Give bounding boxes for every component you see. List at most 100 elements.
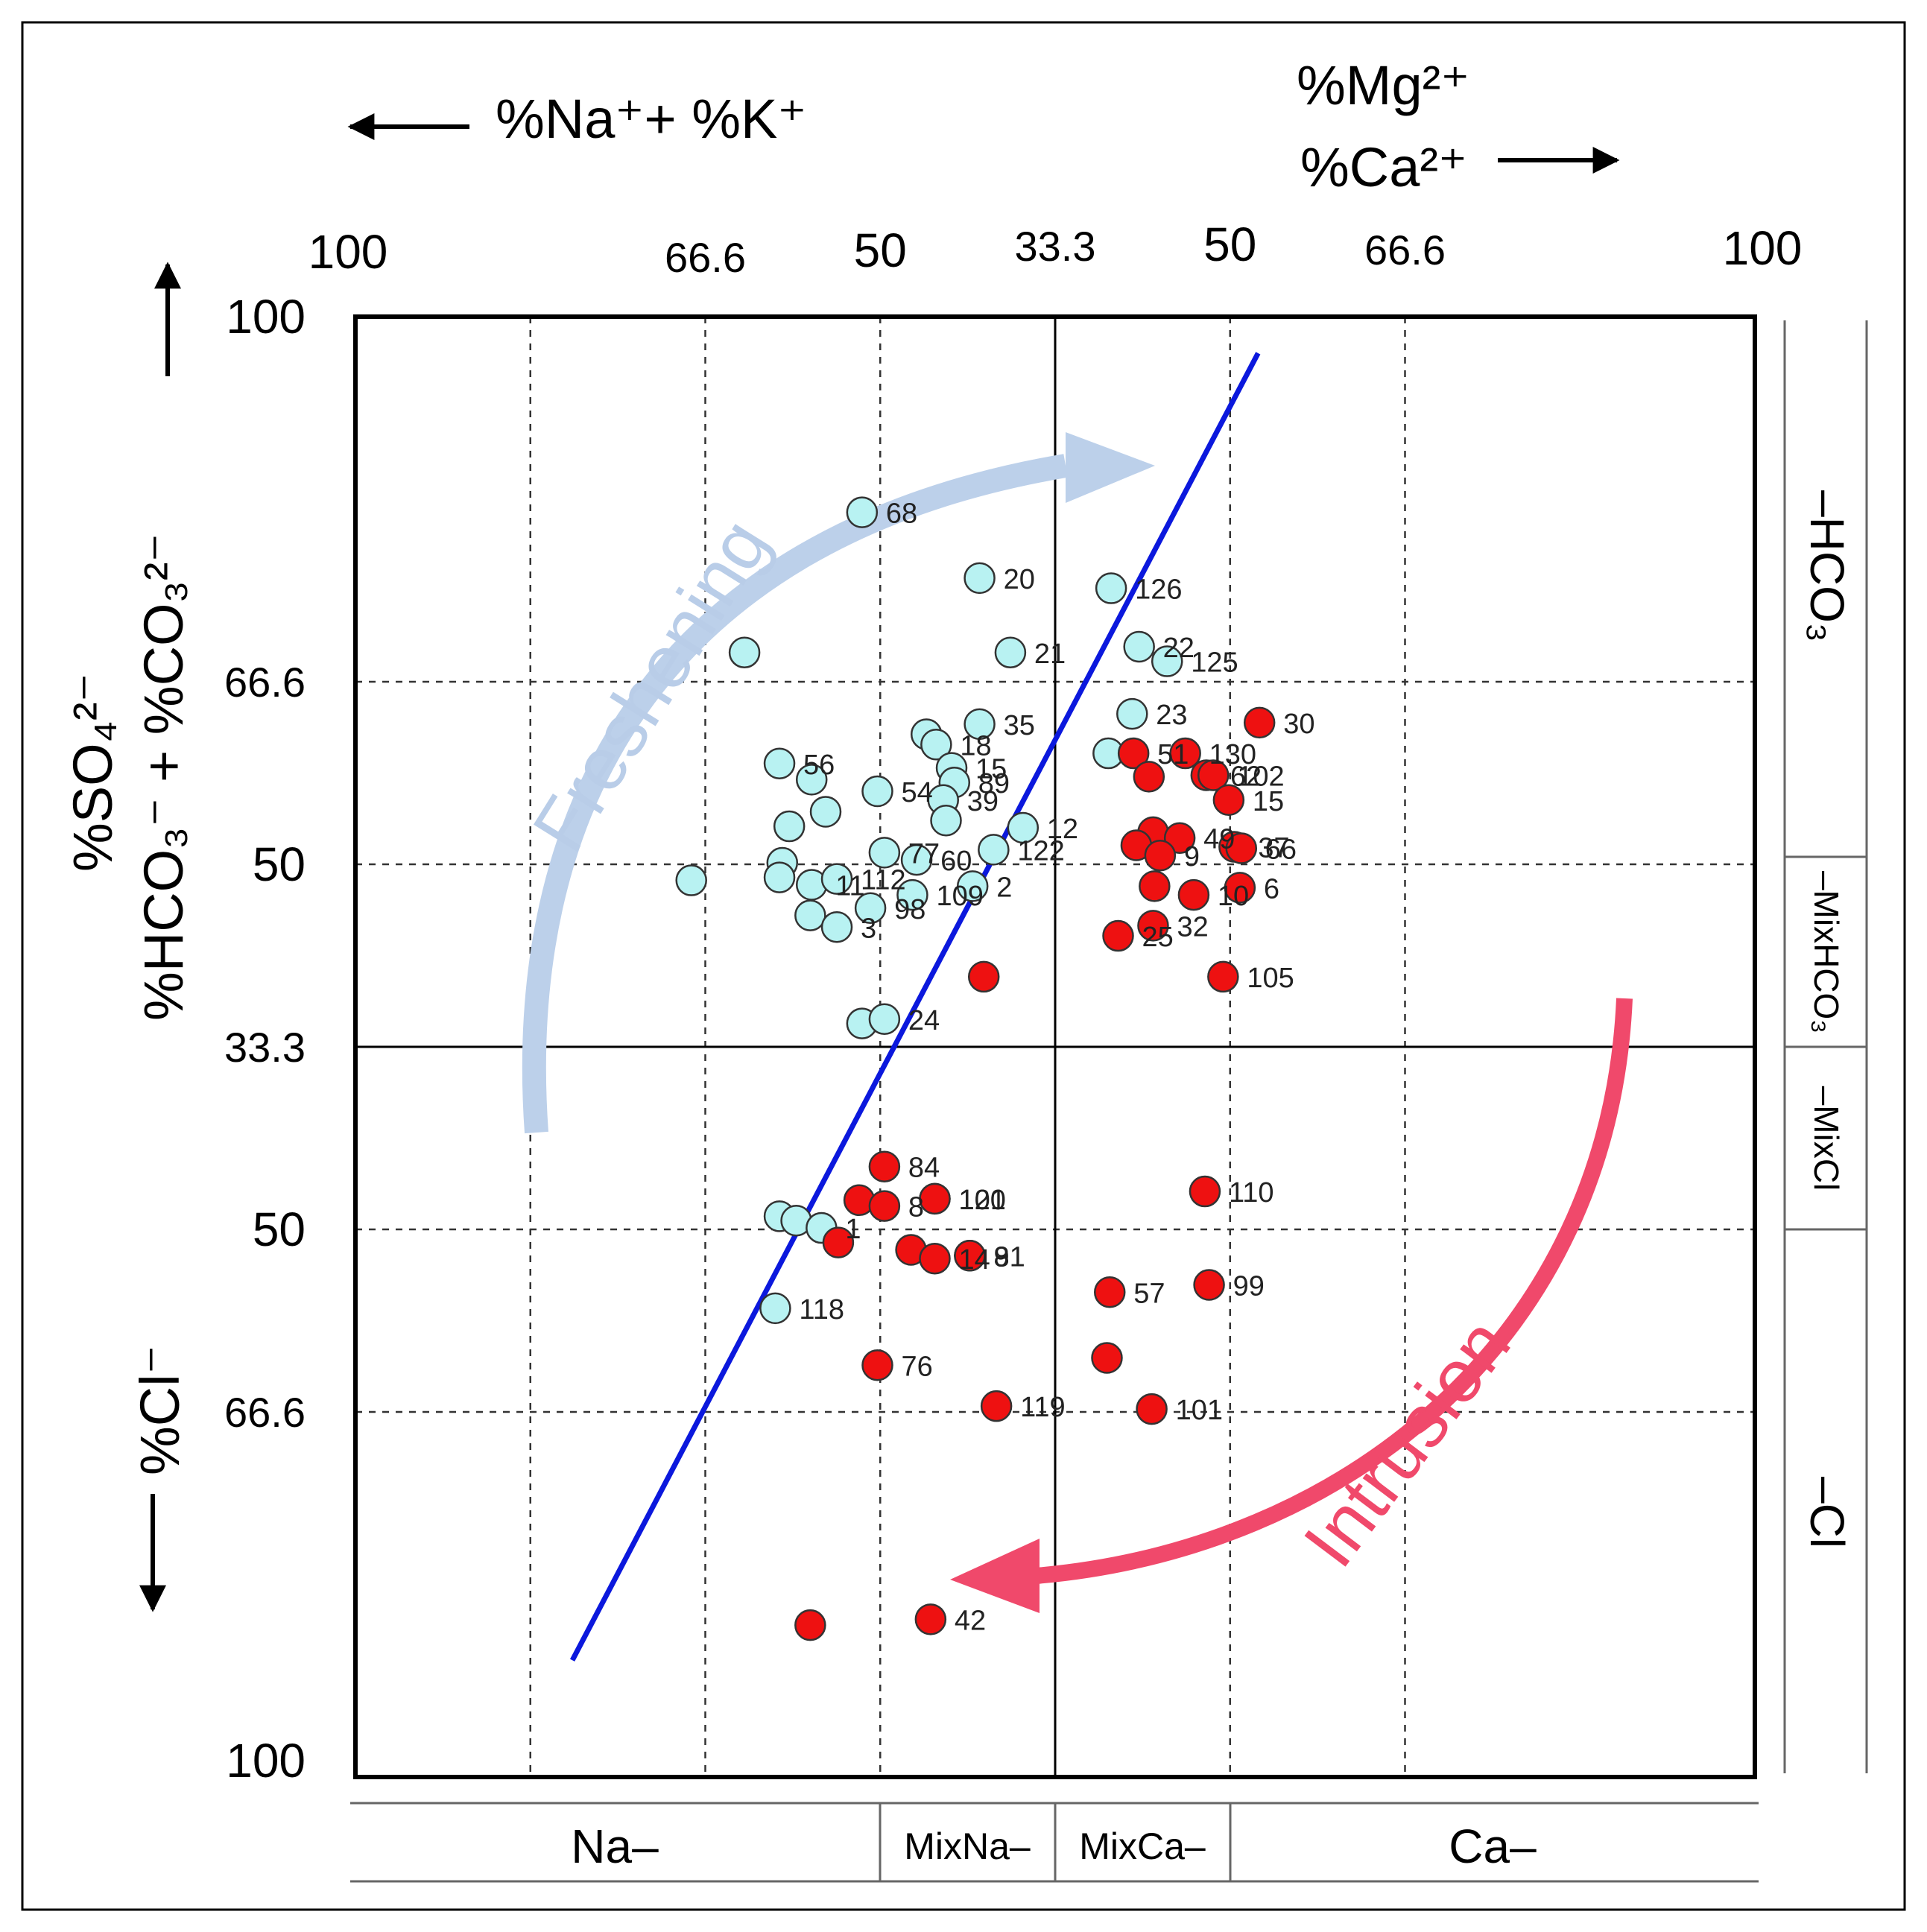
top-tick-label: 50 <box>1203 218 1256 271</box>
point-label: 42 <box>955 1605 986 1636</box>
point-label: 62 <box>1230 761 1262 792</box>
intrusion-point <box>1137 910 1169 942</box>
point-label: 12 <box>1047 814 1078 845</box>
freshening-point <box>846 496 879 528</box>
intrusion-arrow <box>1035 998 1633 1584</box>
intrusion-point <box>822 1226 855 1258</box>
freshening-point <box>1095 572 1127 604</box>
point-label: 14 <box>958 1244 990 1276</box>
point-label: 105 <box>1247 963 1294 994</box>
point-label: 11 <box>835 870 864 902</box>
point-label: 84 <box>908 1153 940 1184</box>
plot-border <box>353 314 1757 1779</box>
freshening-point <box>861 775 893 808</box>
point-label: 22 <box>1163 633 1195 664</box>
intrusion-point <box>1144 839 1177 872</box>
freshening-point <box>994 636 1027 669</box>
point-label: 56 <box>803 750 835 781</box>
intrusion-point <box>914 1603 947 1635</box>
intrusion-point <box>1102 919 1134 952</box>
data-points <box>675 496 1276 1641</box>
top-tick-label: 50 <box>854 224 907 277</box>
right-category-cl: –Cl <box>1800 1477 1854 1548</box>
freshening-point <box>1007 811 1040 844</box>
freshening-point <box>795 764 828 796</box>
point-label: 21 <box>1034 639 1066 670</box>
bottom-category-ca: Ca– <box>1449 1819 1537 1873</box>
intrusion-point <box>1169 737 1201 770</box>
intrusion-point <box>1207 960 1239 993</box>
point-label: 77 <box>908 838 940 870</box>
intrusion-point <box>1117 737 1150 770</box>
intrusion-point <box>1225 832 1258 864</box>
y-label-sulfate: %SO₄²⁻ <box>62 673 124 872</box>
freshening-point <box>1116 697 1148 730</box>
point-label: 23 <box>1156 700 1187 731</box>
freshening-point <box>773 810 806 843</box>
top-tick-label: 100 <box>1723 221 1803 275</box>
header-right-top-label: %Mg²⁺ <box>1297 54 1469 116</box>
top-tick-label: 66.6 <box>665 234 746 281</box>
point-label: 9 <box>1184 841 1200 872</box>
intrusion-point <box>1177 878 1210 911</box>
point-label: 24 <box>908 1005 940 1036</box>
y-label-bicarbonate: %HCO₃⁻ + %CO₃²⁻ <box>133 533 194 1021</box>
point-label: 60 <box>940 846 972 877</box>
point-label: 125 <box>1191 647 1238 679</box>
freshening-point <box>820 911 853 943</box>
intrusion-point <box>1133 761 1165 793</box>
freshening-point <box>978 834 1010 866</box>
freshening-point <box>763 747 796 780</box>
freshening-point <box>809 796 842 828</box>
point-label: 76 <box>901 1351 932 1382</box>
bottom-category-mixna: MixNa– <box>904 1825 1031 1867</box>
intrusion-point <box>954 1240 986 1272</box>
top-tick-label: 33.3 <box>1015 223 1096 270</box>
freshening-point <box>900 843 933 876</box>
freshening-point <box>896 878 928 911</box>
header-left-label: %Na⁺+ %K⁺ <box>496 88 806 150</box>
point-label: 20 <box>1004 564 1035 595</box>
point-label: 68 <box>886 498 917 530</box>
point-label: 31 <box>993 1241 1025 1273</box>
intrusion-point <box>1193 1269 1225 1301</box>
intrusion-point <box>868 1190 901 1222</box>
point-label: 119 <box>1020 1392 1066 1423</box>
intrusion-point <box>919 1182 951 1215</box>
intrusion-point <box>980 1390 1013 1422</box>
bottom-category-mixca: MixCa– <box>1079 1825 1206 1867</box>
intrusion-point <box>1243 706 1276 739</box>
bottom-category-na: Na– <box>571 1819 659 1873</box>
point-label: 130 <box>1209 739 1256 770</box>
figure-frame <box>21 21 1906 1911</box>
point-label: 109 <box>936 881 983 912</box>
intrusion-point <box>1091 1342 1123 1374</box>
point-label: 8 <box>993 1241 1009 1273</box>
intrusion-point <box>794 1609 826 1641</box>
point-label: 9 <box>993 1241 1009 1273</box>
point-label: 10 <box>1218 881 1249 912</box>
trend-line <box>569 352 1261 1662</box>
intrusion-arrow-head <box>950 1539 1040 1613</box>
point-label: 30 <box>1283 709 1314 740</box>
freshening-arrow <box>522 454 1068 1134</box>
right-category-mixcl: –MixCl <box>1807 1086 1846 1191</box>
freshening-point <box>1151 645 1183 677</box>
point-label: 25 <box>1142 922 1174 953</box>
left-tick-label: 100 <box>226 1734 306 1787</box>
intrusion-point <box>861 1349 893 1381</box>
left-tick-label: 66.6 <box>224 1389 306 1436</box>
point-label: 35 <box>1004 710 1035 741</box>
left-tick-label: 66.6 <box>224 659 306 706</box>
point-label: 18 <box>960 730 991 761</box>
intrusion-point <box>919 1242 951 1275</box>
point-label: 8 <box>908 1192 924 1223</box>
point-label: 121 <box>958 1185 1005 1216</box>
point-label: 89 <box>978 768 1010 799</box>
top-tick-label: 66.6 <box>1364 227 1446 273</box>
point-label: 110 <box>1229 1177 1274 1209</box>
intrusion-point <box>967 960 1000 993</box>
left-tick-label: 50 <box>253 1203 306 1256</box>
